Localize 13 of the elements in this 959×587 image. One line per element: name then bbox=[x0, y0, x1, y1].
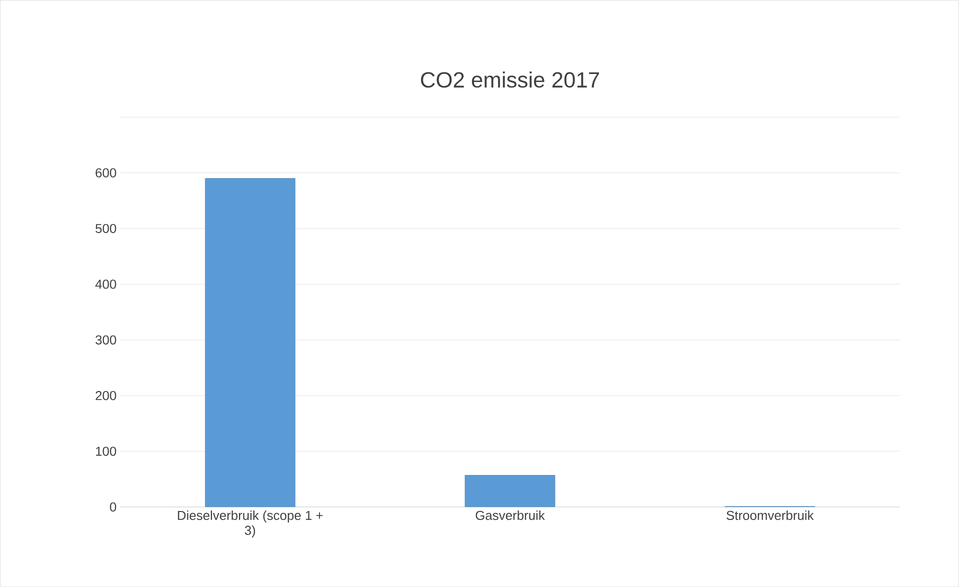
x-tick-label: Stroomverbruik bbox=[726, 510, 814, 520]
y-tick-label: 0 bbox=[110, 502, 116, 512]
y-tick-label: 200 bbox=[96, 390, 116, 400]
x-tick-label: Dieselverbruik (scope 1 + 3) bbox=[178, 510, 323, 538]
y-tick-label: 100 bbox=[96, 446, 116, 456]
chart-title: CO2 emissie 2017 bbox=[420, 72, 599, 88]
y-tick-label: 400 bbox=[95, 280, 116, 289]
bar bbox=[464, 474, 556, 507]
y-tick-label: 500 bbox=[96, 224, 116, 234]
bar bbox=[204, 178, 296, 507]
x-tick-label: Gasverbruik bbox=[476, 510, 545, 520]
y-tick-label: 300 bbox=[96, 335, 116, 344]
y-tick-label: 600 bbox=[96, 168, 116, 178]
